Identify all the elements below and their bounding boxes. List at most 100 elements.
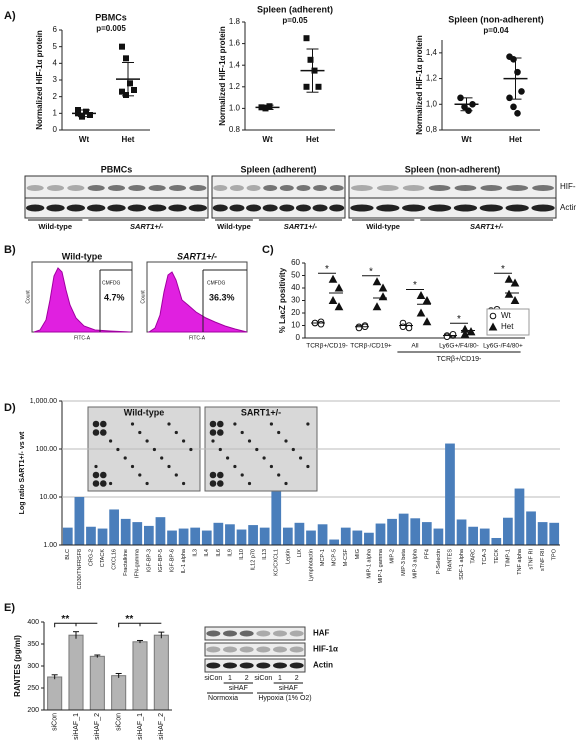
blot-band <box>87 185 105 191</box>
annotation: * <box>457 314 461 325</box>
chart-title: Spleen (adherent) <box>257 4 333 14</box>
group-label: Wild-type <box>217 222 251 231</box>
x-tick-label: MIP-2 <box>390 549 396 564</box>
annotation: * <box>325 264 329 275</box>
annotation: p=0.05 <box>282 16 308 25</box>
group-label: SART1+/- <box>130 222 164 231</box>
array-spot <box>262 456 266 460</box>
blot-band <box>531 204 555 212</box>
array-spot <box>209 429 217 436</box>
x-tick-label: TPO <box>552 548 558 560</box>
bar <box>445 443 455 545</box>
array-spot <box>284 439 288 443</box>
bar <box>306 530 316 545</box>
blot-band <box>279 185 294 191</box>
array-spot <box>247 439 252 443</box>
blot-band <box>273 662 287 669</box>
blot-band <box>273 646 287 653</box>
x-tick-label: Wt <box>79 135 90 144</box>
bar <box>68 634 84 711</box>
y-tick-label: 250 <box>27 685 39 692</box>
array-spot <box>92 429 100 436</box>
y-tick-label: 300 <box>27 663 39 670</box>
blot-band <box>239 630 254 637</box>
blot-band <box>239 662 254 669</box>
x-tick-label: MIG <box>355 549 361 559</box>
data-point <box>399 323 407 331</box>
y-tick-label: 1,4 <box>426 48 438 57</box>
x-tick-label: IL13 <box>262 549 268 560</box>
significance-bracket <box>118 622 162 628</box>
bar <box>340 527 351 545</box>
blot-frame <box>211 175 346 219</box>
x-tick-label: Het <box>509 135 522 144</box>
bar <box>433 528 444 545</box>
x-tick-label: TNF alpha <box>517 548 523 575</box>
group-label: siHAF <box>279 685 298 692</box>
blot-band <box>402 204 426 212</box>
blot-row-label: HAF <box>313 629 330 638</box>
x-tick-label: TCRβ-/CD19+ <box>350 343 392 350</box>
bar <box>132 641 148 711</box>
bar <box>282 527 293 545</box>
blot-band <box>128 185 146 191</box>
y-axis-label: % LacZ positivity <box>278 267 287 333</box>
bar <box>74 497 85 545</box>
data-point <box>466 327 476 336</box>
data-point <box>443 333 451 341</box>
bar <box>190 527 201 545</box>
array-spot <box>100 429 107 436</box>
x-tick-label: IL6 <box>216 549 222 557</box>
array-spot <box>92 471 100 479</box>
blot-band <box>428 185 451 191</box>
x-tick-label: All <box>411 343 419 350</box>
flow-x-label: FITC-A <box>189 335 206 341</box>
x-tick-label: TECK <box>494 549 500 564</box>
y-tick-label: 3 <box>53 75 58 84</box>
inset-title: SART1+/- <box>241 407 281 417</box>
data-point <box>504 289 514 298</box>
data-point <box>87 112 93 118</box>
data-point <box>460 329 470 338</box>
blot-band <box>229 204 245 212</box>
array-spot <box>152 447 156 452</box>
blot-band <box>256 662 271 669</box>
array-spot <box>209 420 217 428</box>
blot-band <box>206 630 221 637</box>
data-point <box>416 308 426 317</box>
blot-band <box>213 185 228 191</box>
array-spot <box>130 464 135 469</box>
data-point <box>355 324 363 332</box>
y-tick-label: 350 <box>27 641 39 648</box>
panel-label: B) <box>4 244 16 256</box>
blot-band <box>376 185 399 191</box>
bar <box>167 530 177 545</box>
x-tick-label: Het <box>306 135 319 144</box>
bar <box>526 511 536 545</box>
flow-title: Wild-type <box>62 251 102 261</box>
blot-band <box>454 185 477 191</box>
legend-label: Wt <box>501 311 512 320</box>
bar <box>537 522 548 545</box>
data-point <box>372 277 382 286</box>
blot-band <box>127 204 146 212</box>
data-point <box>506 94 513 102</box>
bar <box>375 523 386 545</box>
bar <box>89 655 105 711</box>
data-point <box>378 292 388 301</box>
group-label: siHAF <box>229 685 248 692</box>
blot-band <box>107 204 126 212</box>
y-tick-label: 5 <box>53 42 58 51</box>
blot-band <box>223 630 237 637</box>
blot-title: PBMCs <box>101 164 133 174</box>
blot-band <box>46 185 65 191</box>
x-tick-label: MCP-5 <box>332 549 338 566</box>
array-spot <box>233 464 237 469</box>
flow-histogram <box>33 267 131 333</box>
x-tick-label: IGF-BP-3 <box>146 549 152 572</box>
y-tick-label: 10.00 <box>39 494 57 501</box>
bar <box>178 528 189 545</box>
array-spot <box>306 422 310 426</box>
y-tick-label: 10 <box>291 321 300 330</box>
